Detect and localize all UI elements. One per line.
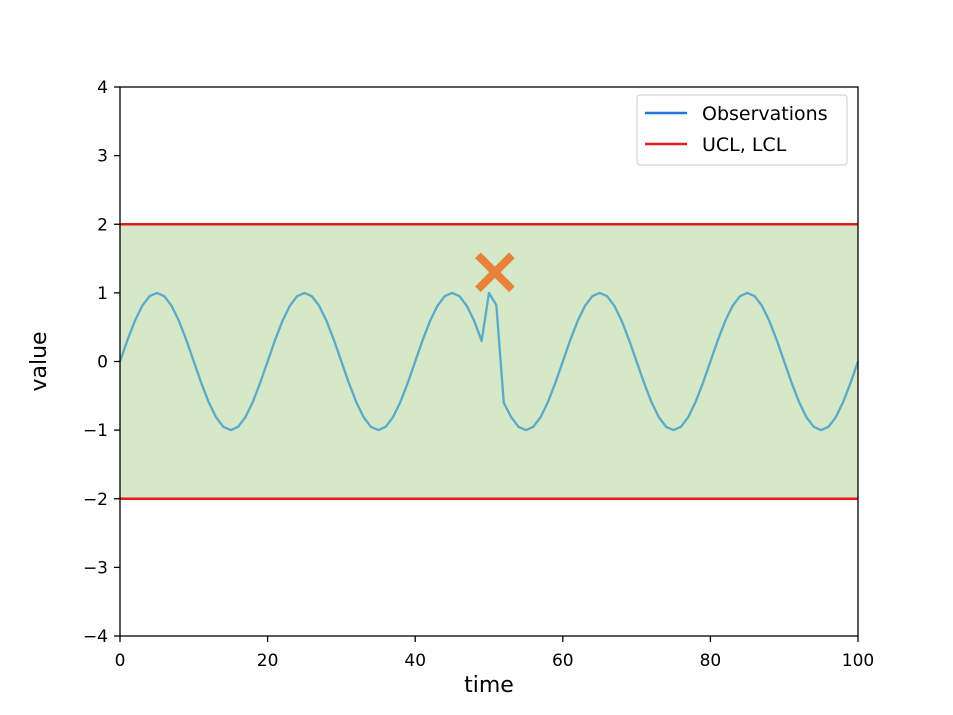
x-tick-label: 60 [552,651,574,671]
x-tick-label: 20 [257,651,279,671]
y-tick-label: 1 [97,284,108,304]
legend-box [636,94,848,166]
x-axis-label: time [464,673,514,698]
legend: Observations UCL, LCL [636,94,848,166]
y-tick-label: −2 [83,490,108,510]
y-tick-label: 0 [97,353,108,373]
y-tick-label: −4 [83,627,108,647]
x-tick-label: 0 [115,651,126,671]
x-tick-label: 80 [700,651,722,671]
legend-entry-ucl-lcl: UCL, LCL [702,134,787,156]
plot-area [118,223,860,500]
y-tick-label: −3 [83,558,108,578]
y-axis: 4 3 2 1 0 −1 −2 −3 −4 [83,78,120,647]
y-tick-label: 4 [97,78,108,98]
y-axis-label: value [27,331,52,391]
legend-entry-observations: Observations [702,103,828,125]
x-axis: 0 20 40 60 80 100 [115,636,874,671]
y-tick-label: 3 [97,147,108,167]
anomaly-marker-stroke-b [475,252,515,293]
x-tick-label: 40 [404,651,426,671]
y-tick-label: −1 [83,421,108,441]
x-tick-label: 100 [842,651,874,671]
y-tick-label: 2 [97,215,108,235]
anomaly-marker [475,252,515,293]
observations-series-line [118,291,860,432]
